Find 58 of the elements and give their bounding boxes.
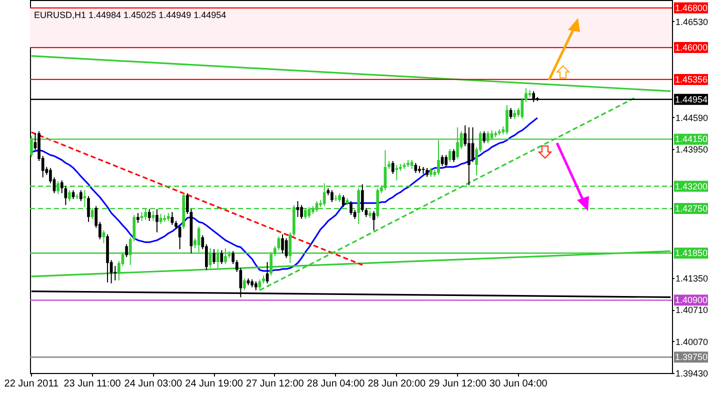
candlestick <box>395 164 398 181</box>
y-tick-label: 1.46530 <box>676 16 708 27</box>
candlestick <box>506 104 508 135</box>
line-series <box>30 117 538 272</box>
candlestick <box>220 250 224 265</box>
candlestick <box>391 160 394 174</box>
y-tick-label: 1.40070 <box>676 336 708 347</box>
x-tick-label: 28 Jun 04:00 <box>306 378 366 390</box>
y-tick-label: 1.44590 <box>676 112 708 123</box>
candlestick <box>125 244 128 258</box>
candlestick <box>284 238 288 259</box>
candlestick <box>360 184 364 213</box>
candlestick <box>114 266 117 281</box>
y-tick-label: 1.41350 <box>676 273 708 284</box>
candlestick <box>243 278 246 291</box>
candlestick <box>372 210 376 231</box>
candlestick <box>444 154 448 168</box>
y-tick-label: 1.43950 <box>676 144 708 155</box>
candlestick <box>281 234 284 254</box>
x-tick-label: 30 Jun 04:00 <box>489 378 548 390</box>
candlestick <box>79 190 82 202</box>
candlestick <box>136 212 140 224</box>
candlestick <box>156 208 158 233</box>
candlestick <box>232 250 234 265</box>
x-tick-label: 24 Jun 03:00 <box>124 378 183 390</box>
ref-line-label: 1.40900 <box>675 295 708 306</box>
ref-line-label: 1.43200 <box>675 181 708 192</box>
candlestick <box>342 194 345 208</box>
candlestick <box>524 88 528 103</box>
candlestick <box>482 130 486 144</box>
ref-line-label: 1.39750 <box>675 352 708 362</box>
ref-line-label: 1.46800 <box>675 2 708 13</box>
y-tick-label: 1.40710 <box>676 305 708 316</box>
ref-line-label: 1.44150 <box>675 134 708 144</box>
candlestick <box>152 210 155 222</box>
candlestick <box>87 196 90 222</box>
x-tick-label: 27 Jun 12:00 <box>246 378 304 390</box>
candlestick <box>148 208 151 222</box>
candlestick <box>414 162 418 174</box>
text: EURUSD,H1 1.44984 1.45025 1.44949 1.44954 <box>34 10 226 20</box>
candlestick <box>330 190 334 203</box>
candlestick <box>448 148 452 162</box>
ref-line-label: 1.45356 <box>675 74 708 84</box>
x-tick-label: 22 Jun 2011 <box>4 378 60 390</box>
ref-line-label: 1.44954 <box>675 94 708 104</box>
x-tick-label: 23 Jun 11:00 <box>64 378 122 390</box>
x-tick-label: 29 Jun 12:00 <box>428 378 487 390</box>
candlestick <box>468 126 470 186</box>
candlestick <box>68 190 71 202</box>
y-tick-label: 1.39430 <box>676 368 708 378</box>
candlestick <box>300 204 303 220</box>
candlestick <box>212 248 216 265</box>
x-tick-label: 28 Jun 20:00 <box>368 378 426 390</box>
ref-line-label: 1.46000 <box>675 42 708 53</box>
ref-line-label: 1.42750 <box>675 204 708 214</box>
ref-line-label: 1.41850 <box>675 248 708 258</box>
candlestick <box>350 200 352 216</box>
x-tick-label: 24 Jun 19:00 <box>185 378 244 390</box>
